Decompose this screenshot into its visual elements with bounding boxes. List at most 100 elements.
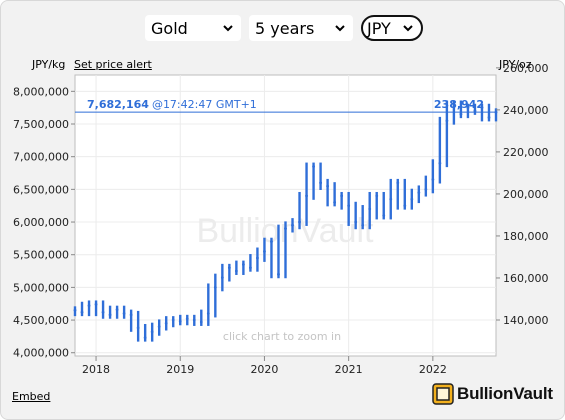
y-tick-label: 6,000,000: [13, 216, 69, 229]
price-point: [199, 320, 203, 324]
price-point: [298, 220, 301, 224]
price-point: [242, 263, 245, 266]
price-point: [466, 106, 470, 110]
price-point: [157, 325, 161, 328]
price-point: [410, 197, 414, 201]
price-point: [164, 321, 168, 325]
y-right-tick-label: 240,000: [503, 104, 549, 117]
right-axis-ticks: 140,000 160,000 180,000 200,000 220,000 240,0…: [496, 62, 549, 327]
x-tick-label: 2020: [250, 363, 278, 376]
period-select[interactable]: 5 years: [249, 15, 353, 41]
price-point: [94, 302, 98, 306]
y-tick-label: 6,500,000: [13, 183, 69, 196]
price-point: [256, 256, 259, 260]
price-point: [136, 326, 140, 330]
currency-select-value: JPY: [367, 18, 391, 38]
y-right-tick-label: 220,000: [503, 146, 549, 159]
brand-logo[interactable]: BullionVault: [432, 383, 553, 405]
price-point: [340, 194, 344, 198]
metal-select-value: Gold: [151, 18, 188, 38]
price-point: [487, 116, 491, 119]
y-tick-label: 7,500,000: [13, 118, 69, 131]
chevron-down-icon: [223, 25, 233, 32]
left-axis-ticks: 4,000,000 4,500,000 5,000,000 5,500,000 6,00…: [13, 85, 75, 360]
y-tick-label: 8,000,000: [13, 85, 69, 98]
price-point: [417, 191, 421, 195]
price-series: [73, 100, 498, 342]
price-point: [115, 308, 119, 312]
y-tick-label: 5,500,000: [13, 249, 69, 262]
y-right-tick-label: 160,000: [503, 272, 549, 285]
y-right-tick-label: 200,000: [503, 188, 549, 201]
price-point: [431, 178, 435, 181]
price-point: [424, 187, 428, 191]
current-price-value: 7,682,164: [87, 98, 149, 111]
price-point: [270, 240, 273, 244]
price-point: [73, 308, 77, 312]
chevron-down-icon: [335, 25, 345, 32]
x-tick-label: 2021: [335, 363, 363, 376]
gold-bars-icon: [432, 383, 454, 405]
price-point: [213, 285, 217, 289]
price-point: [150, 330, 154, 334]
price-point: [178, 319, 182, 323]
y-tick-label: 7,000,000: [13, 151, 69, 164]
price-point: [312, 165, 315, 168]
left-axis-unit: JPY/kg: [32, 58, 66, 71]
price-point: [403, 204, 407, 208]
price-point: [87, 304, 91, 308]
brand-name: BullionVault: [457, 384, 553, 403]
price-point: [122, 312, 126, 315]
price-point: [185, 317, 189, 321]
x-tick-label: 2022: [419, 363, 447, 376]
price-point: [101, 310, 105, 314]
price-point: [108, 313, 112, 317]
price-point: [326, 184, 329, 188]
price-point: [396, 181, 400, 185]
price-point: [361, 223, 365, 227]
y-right-tick-label: 180,000: [503, 230, 549, 243]
set-price-alert-link[interactable]: Set price alert: [74, 58, 152, 71]
current-price-oz: 238,942: [434, 98, 484, 111]
price-point: [480, 106, 484, 110]
y-tick-label: 4,500,000: [13, 314, 69, 327]
price-point: [459, 112, 463, 116]
right-axis-unit: JPY/oz: [499, 58, 532, 71]
price-point: [382, 214, 386, 217]
price-point: [234, 269, 238, 273]
price-point: [263, 250, 266, 253]
price-point: [368, 207, 372, 211]
metal-select[interactable]: Gold: [145, 15, 241, 41]
zoom-hint-text: click chart to zoom in: [223, 330, 341, 343]
price-point: [389, 197, 393, 201]
price-point: [171, 318, 175, 322]
price-point: [291, 223, 294, 227]
price-point: [220, 276, 224, 279]
plot-area[interactable]: [74, 74, 497, 357]
chevron-down-icon: [403, 25, 413, 32]
currency-select[interactable]: JPY: [361, 15, 423, 41]
price-point: [80, 310, 84, 314]
price-point: [129, 313, 133, 317]
y-right-tick-label: 260,000: [503, 62, 549, 75]
price-point: [206, 312, 210, 315]
y-tick-label: 4,000,000: [13, 347, 69, 360]
y-tick-label: 5,000,000: [13, 281, 69, 294]
price-point: [227, 266, 231, 270]
price-point: [305, 194, 308, 198]
price-point: [452, 103, 456, 106]
current-price-label: 7,682,164 @17:42:47 GMT+1: [87, 98, 257, 111]
period-select-value: 5 years: [255, 18, 315, 38]
price-point: [438, 161, 442, 165]
price-point: [333, 201, 337, 204]
x-axis-ticks: 2018 2019 2020 2021 2022: [82, 356, 447, 376]
price-point: [249, 266, 252, 270]
x-tick-label: 2019: [166, 363, 194, 376]
y-right-tick-label: 140,000: [503, 314, 549, 327]
price-point: [354, 220, 358, 224]
price-point: [347, 204, 351, 208]
embed-link[interactable]: Embed: [12, 390, 51, 403]
price-point: [319, 181, 322, 185]
price-point: [277, 272, 280, 276]
